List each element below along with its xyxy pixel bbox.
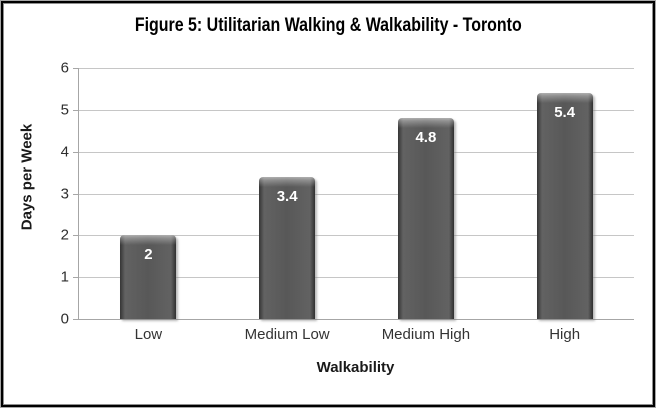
y-tick-label: 4 [60, 143, 69, 161]
gridline [79, 277, 634, 279]
gridline [79, 151, 634, 153]
y-tick-label: 3 [60, 185, 69, 202]
y-axis-title: Days per Week [18, 123, 36, 231]
gridline [79, 109, 634, 111]
x-axis-title: Walkability [316, 359, 395, 376]
y-tick-label: 2 [60, 226, 69, 244]
y-tick-label: 1 [60, 268, 69, 286]
y-tick-label: 5 [60, 101, 69, 119]
bar-high: 5.4 [536, 93, 593, 319]
y-tick-mark [73, 151, 79, 153]
chart-title-text: Figure 5: Utilitarian Walking & Walkabil… [134, 15, 522, 36]
y-tick-label: 0 [60, 310, 69, 328]
x-category-label: High [549, 326, 581, 343]
bar-value-label: 3.4 [276, 187, 298, 205]
bar-value-label: 4.8 [415, 129, 437, 147]
x-category-label: Medium High [381, 326, 471, 343]
y-tick-mark [73, 277, 79, 279]
y-tick-mark [73, 109, 79, 111]
bar-medium-low: 3.4 [259, 176, 316, 319]
y-tick-mark [73, 193, 79, 195]
chart-title: Figure 5: Utilitarian Walking & Walkabil… [0, 15, 656, 37]
y-tick-mark [73, 319, 79, 320]
gridline [79, 235, 634, 237]
bar-value-label: 5.4 [554, 104, 576, 122]
y-tick-label: 6 [60, 59, 69, 77]
y-tick-mark [73, 235, 79, 237]
bar-low: 2 [120, 235, 177, 319]
gridline [79, 193, 634, 195]
x-axis-baseline [79, 319, 634, 320]
y-tick-mark [73, 68, 79, 69]
bar-value-label: 2 [144, 246, 153, 264]
gridline [79, 68, 634, 69]
bar-medium-high: 4.8 [397, 118, 454, 319]
x-category-label: Low [134, 326, 163, 343]
plot-area: 0 1 2 3 4 5 6 2 Low 3.4 Medium Low 4.8 Medium High 5.… [61, 61, 634, 343]
x-category-label: Medium Low [244, 326, 330, 343]
